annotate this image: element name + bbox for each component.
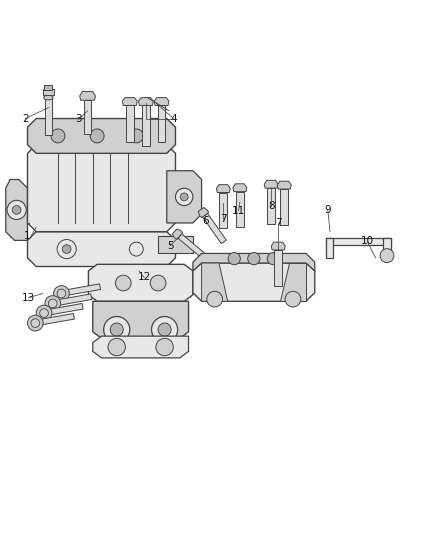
Circle shape	[180, 193, 188, 201]
Circle shape	[51, 129, 65, 143]
Circle shape	[48, 299, 57, 308]
Text: 3: 3	[75, 115, 82, 124]
Polygon shape	[271, 242, 285, 250]
Polygon shape	[198, 207, 208, 217]
Circle shape	[62, 245, 71, 254]
Text: 2: 2	[22, 114, 28, 124]
Circle shape	[158, 323, 171, 336]
Polygon shape	[122, 98, 137, 106]
Bar	[219, 192, 227, 228]
Bar	[325, 238, 333, 258]
Bar	[45, 98, 52, 135]
Circle shape	[40, 309, 48, 318]
Polygon shape	[6, 180, 28, 240]
Circle shape	[110, 323, 123, 336]
Polygon shape	[35, 313, 74, 326]
Text: 11: 11	[232, 206, 245, 216]
Circle shape	[45, 296, 60, 311]
Circle shape	[176, 188, 193, 206]
Text: 5: 5	[167, 240, 173, 251]
Polygon shape	[193, 254, 315, 271]
Polygon shape	[93, 301, 188, 338]
Polygon shape	[280, 263, 306, 301]
Text: 7: 7	[275, 218, 282, 228]
Polygon shape	[80, 92, 95, 100]
Polygon shape	[61, 284, 100, 296]
Circle shape	[57, 239, 76, 259]
Circle shape	[380, 249, 394, 263]
Text: 10: 10	[360, 236, 374, 246]
Polygon shape	[28, 232, 176, 266]
Circle shape	[248, 253, 260, 265]
Text: 1: 1	[24, 231, 31, 241]
Circle shape	[31, 319, 40, 327]
Circle shape	[57, 289, 66, 298]
Circle shape	[267, 253, 279, 265]
Bar	[84, 100, 92, 134]
Bar	[267, 188, 275, 224]
Circle shape	[207, 292, 223, 307]
Circle shape	[104, 317, 130, 343]
Bar	[126, 106, 134, 142]
Text: 8: 8	[268, 200, 275, 211]
Circle shape	[116, 275, 131, 291]
Circle shape	[129, 242, 143, 256]
Text: 13: 13	[22, 293, 35, 303]
Text: 9: 9	[325, 205, 331, 215]
Polygon shape	[216, 184, 230, 192]
Circle shape	[228, 253, 240, 265]
Bar	[158, 106, 166, 142]
Polygon shape	[158, 236, 193, 254]
Polygon shape	[193, 263, 315, 301]
Polygon shape	[201, 263, 228, 301]
Circle shape	[7, 200, 26, 220]
Circle shape	[28, 315, 43, 331]
Circle shape	[53, 286, 69, 301]
Circle shape	[90, 129, 104, 143]
Bar	[142, 106, 150, 146]
Polygon shape	[28, 144, 176, 232]
Bar	[45, 85, 52, 90]
Polygon shape	[28, 118, 176, 154]
Circle shape	[150, 275, 166, 291]
Polygon shape	[172, 229, 183, 239]
Polygon shape	[178, 234, 204, 257]
Circle shape	[152, 317, 178, 343]
Bar	[325, 238, 391, 245]
Polygon shape	[203, 213, 226, 244]
Polygon shape	[93, 336, 188, 358]
Circle shape	[285, 292, 301, 307]
Polygon shape	[277, 181, 291, 189]
Text: 4: 4	[170, 114, 177, 124]
Circle shape	[129, 129, 143, 143]
Circle shape	[156, 338, 173, 356]
Ellipse shape	[44, 95, 53, 100]
Text: 7: 7	[220, 214, 226, 224]
Circle shape	[36, 305, 52, 321]
Polygon shape	[52, 294, 92, 306]
Polygon shape	[138, 98, 153, 106]
Polygon shape	[43, 303, 83, 316]
Text: 6: 6	[202, 216, 208, 226]
Polygon shape	[154, 98, 169, 106]
Polygon shape	[88, 264, 193, 301]
Text: 12: 12	[138, 272, 151, 282]
Bar	[280, 189, 288, 225]
Bar	[43, 89, 53, 95]
Polygon shape	[167, 171, 201, 223]
Polygon shape	[264, 180, 278, 188]
Bar	[236, 192, 244, 228]
Bar	[383, 238, 391, 258]
Circle shape	[108, 338, 125, 356]
Circle shape	[12, 206, 21, 214]
Bar	[274, 250, 282, 286]
Polygon shape	[233, 184, 247, 192]
